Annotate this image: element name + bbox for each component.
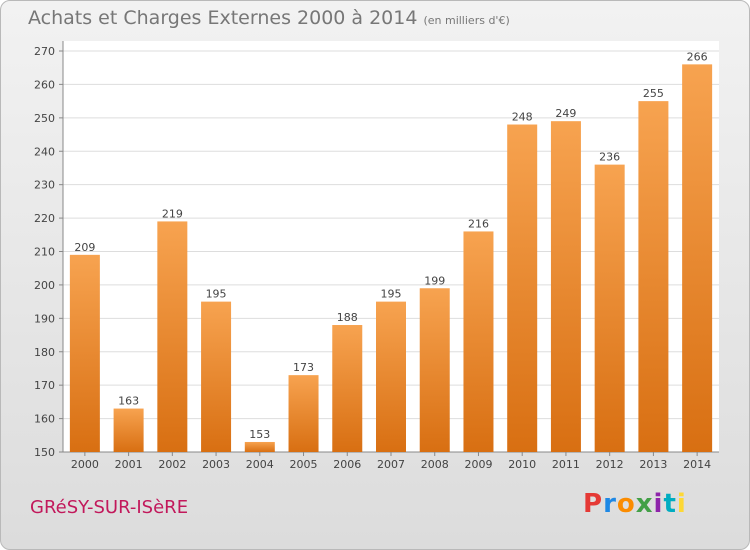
bar-value-label: 249 [555,107,576,120]
x-tick-label: 2014 [683,458,711,471]
bar [507,124,538,453]
bar-value-label: 236 [599,151,620,164]
logo-letter: i [653,489,664,519]
x-tick-label: 2010 [508,458,536,471]
bar-value-label: 163 [118,395,139,408]
bar [376,301,406,452]
logo-letter: o [616,489,636,519]
y-tick-label: 200 [34,279,55,292]
bar [682,64,713,452]
x-tick-label: 2000 [71,458,99,471]
bar-value-label: 199 [424,274,445,287]
x-tick-label: 2009 [464,458,492,471]
bar [288,375,319,452]
y-tick-label: 180 [34,346,55,359]
y-tick-label: 220 [34,212,55,225]
y-tick-label: 160 [34,413,55,426]
y-tick-label: 240 [34,145,55,158]
bar [244,441,275,452]
bar [201,301,232,452]
bar-value-label: 209 [74,241,95,254]
x-tick-label: 2003 [202,458,230,471]
bar [463,231,494,452]
x-tick-label: 2012 [596,458,624,471]
bar [419,288,450,452]
bar [594,164,625,452]
x-tick-label: 2005 [290,458,318,471]
y-tick-label: 230 [34,179,55,192]
bar [550,121,581,453]
logo-letter: r [603,489,617,519]
y-tick-label: 210 [34,246,55,259]
bar-value-label: 248 [512,111,533,124]
logo-letter: x [635,489,654,519]
y-tick-label: 150 [34,446,55,459]
bar [113,408,144,452]
x-tick-label: 2011 [552,458,580,471]
y-tick-label: 190 [34,312,55,325]
logo-letter: i [676,489,687,519]
x-tick-label: 2013 [639,458,667,471]
bar-value-label: 153 [249,428,270,441]
x-tick-label: 2001 [115,458,143,471]
place-name: GRéSY-SUR-ISèRE [30,497,189,518]
x-tick-label: 2002 [158,458,186,471]
x-tick-label: 2006 [333,458,361,471]
x-tick-label: 2004 [246,458,274,471]
logo-letter: t [663,489,677,519]
y-tick-label: 270 [34,45,55,58]
y-tick-label: 170 [34,379,55,392]
y-tick-label: 260 [34,78,55,91]
bar [638,101,669,452]
bar-value-label: 255 [643,87,664,100]
bar-value-label: 219 [162,207,183,220]
chart-units: (en milliers d'€) [423,14,510,27]
bar-value-label: 266 [687,50,708,63]
proxiti-logo: Proxiti [583,489,687,519]
logo-letter: P [583,489,604,519]
bar [157,221,188,452]
x-tick-label: 2008 [421,458,449,471]
bar-value-label: 195 [206,288,227,301]
bar [69,254,100,452]
y-tick-label: 250 [34,112,55,125]
bar-value-label: 173 [293,361,314,374]
chart-title-text: Achats et Charges Externes 2000 à 2014 [28,7,418,29]
bar [332,325,363,452]
chart-title: Achats et Charges Externes 2000 à 2014 (e… [28,7,510,29]
x-tick-label: 2007 [377,458,405,471]
bar-value-label: 188 [337,311,358,324]
bar-value-label: 195 [381,288,402,301]
bar-value-label: 216 [468,217,489,230]
